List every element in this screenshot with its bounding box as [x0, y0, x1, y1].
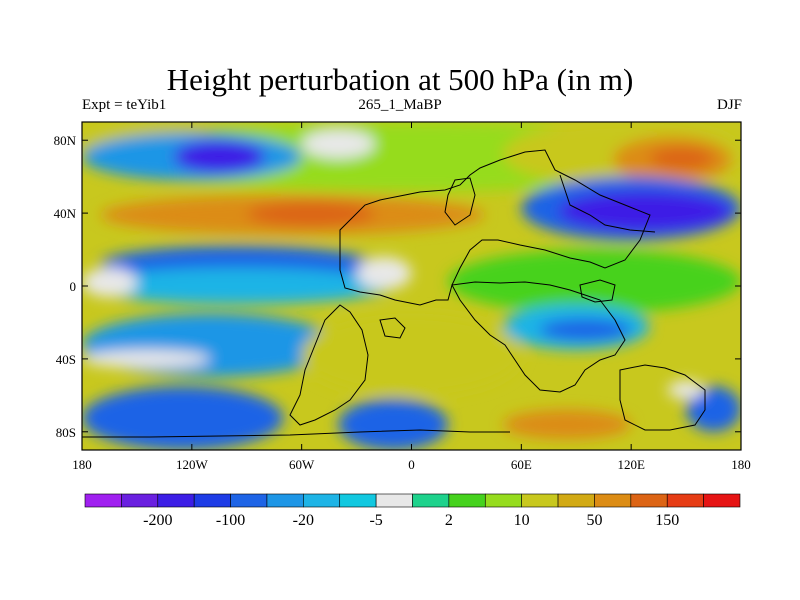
x-tick-label: 120E: [617, 457, 645, 472]
colorbar-swatch: [666, 493, 704, 508]
colorbar-swatch: [594, 493, 632, 508]
x-tick-label: 60E: [511, 457, 532, 472]
y-tick-label: 80S: [56, 425, 76, 440]
x-tick-label: 60W: [289, 457, 315, 472]
field-nh-mid-red-band: [246, 202, 375, 226]
contour-field: [82, 122, 741, 450]
colorbar-label: 50: [586, 512, 602, 529]
coastline-segment: [451, 281, 626, 393]
colorbar-swatch: [230, 493, 268, 508]
coastline-segment: [82, 429, 510, 438]
subtitle-experiment: Expt = teYib1: [82, 97, 167, 113]
field-tropic-cyan-pacific: [82, 267, 394, 305]
field-white-tropics-atl: [356, 256, 412, 290]
colorbar-label: -5: [369, 512, 382, 529]
colorbar-label: 10: [514, 512, 530, 529]
colorbar-swatch: [303, 493, 341, 508]
colorbar-label: 150: [655, 512, 679, 529]
coastline-segment: [579, 279, 616, 303]
colorbar-swatch: [121, 493, 159, 508]
x-tick-label: 180: [731, 457, 751, 472]
colorbar-label: -200: [143, 512, 172, 529]
coastline-segment: [379, 317, 406, 339]
x-tick-label: 120W: [176, 457, 209, 472]
colorbar-swatch: [630, 493, 668, 508]
colorbar-label: -100: [216, 512, 245, 529]
axes: 180 120W 60W 0 60E 120E 180 80N 40N 0 40S 80S: [54, 122, 751, 472]
coastline-segment: [444, 177, 476, 226]
field-nh-purple-canada: [173, 140, 266, 174]
colorbar-swatch: [448, 493, 486, 508]
field-sh-blue-southern-ocean-2: [338, 398, 449, 450]
field-white-gap-top-mid: [301, 129, 375, 159]
colorbar-swatch: [412, 493, 450, 508]
colorbar-swatch: [484, 493, 522, 508]
field-sh-blue-south-pacific: [82, 313, 339, 378]
field-sh-white-far-east: [667, 380, 705, 399]
x-tick-label: 180: [72, 457, 92, 472]
field-sh-blue-southern-ocean: [82, 386, 284, 450]
colorbar-label: -20: [293, 512, 314, 529]
colorbar-swatch: [84, 493, 122, 508]
field-white-tropics-west: [82, 267, 137, 297]
colorbar-swatch: [193, 493, 231, 508]
x-tick-label: 0: [408, 457, 415, 472]
field-blue-indian-ocean: [539, 318, 632, 341]
colorbar: -200 -100 -20 -5 2 10 50 150: [84, 493, 741, 529]
subtitle-season: DJF: [716, 97, 742, 113]
coastline-segment: [619, 364, 706, 431]
subtitle-run: 265_1_MaBP: [358, 97, 442, 113]
y-tick-label: 40S: [56, 352, 76, 367]
coastline-segment: [339, 149, 651, 306]
colorbar-swatch: [703, 493, 741, 508]
field-sh-yellow-south-atl: [301, 313, 522, 396]
colorbar-swatch: [266, 493, 304, 508]
field-sh-blue-far-east: [686, 386, 741, 432]
field-sh-white-strip: [82, 349, 211, 368]
coastline-segment: [559, 174, 656, 233]
field-nh-red-siberia: [649, 147, 714, 170]
y-tick-label: 0: [70, 279, 77, 294]
colorbar-swatch: [375, 493, 413, 508]
field-nh-mid-purple-asia: [557, 191, 732, 232]
colorbar-swatch: [557, 493, 595, 508]
field-sh-orange-southern: [503, 409, 632, 440]
coastlines: [82, 149, 706, 438]
colorbar-swatch: [339, 493, 377, 508]
colorbar-label: 2: [445, 512, 453, 529]
chart-title: Height perturbation at 500 hPa (in m): [166, 62, 634, 97]
y-tick-label: 80N: [54, 133, 77, 148]
colorbar-swatch: [157, 493, 195, 508]
y-tick-label: 40N: [54, 206, 77, 221]
coastline-segment: [289, 304, 369, 426]
colorbar-swatch: [521, 493, 559, 508]
